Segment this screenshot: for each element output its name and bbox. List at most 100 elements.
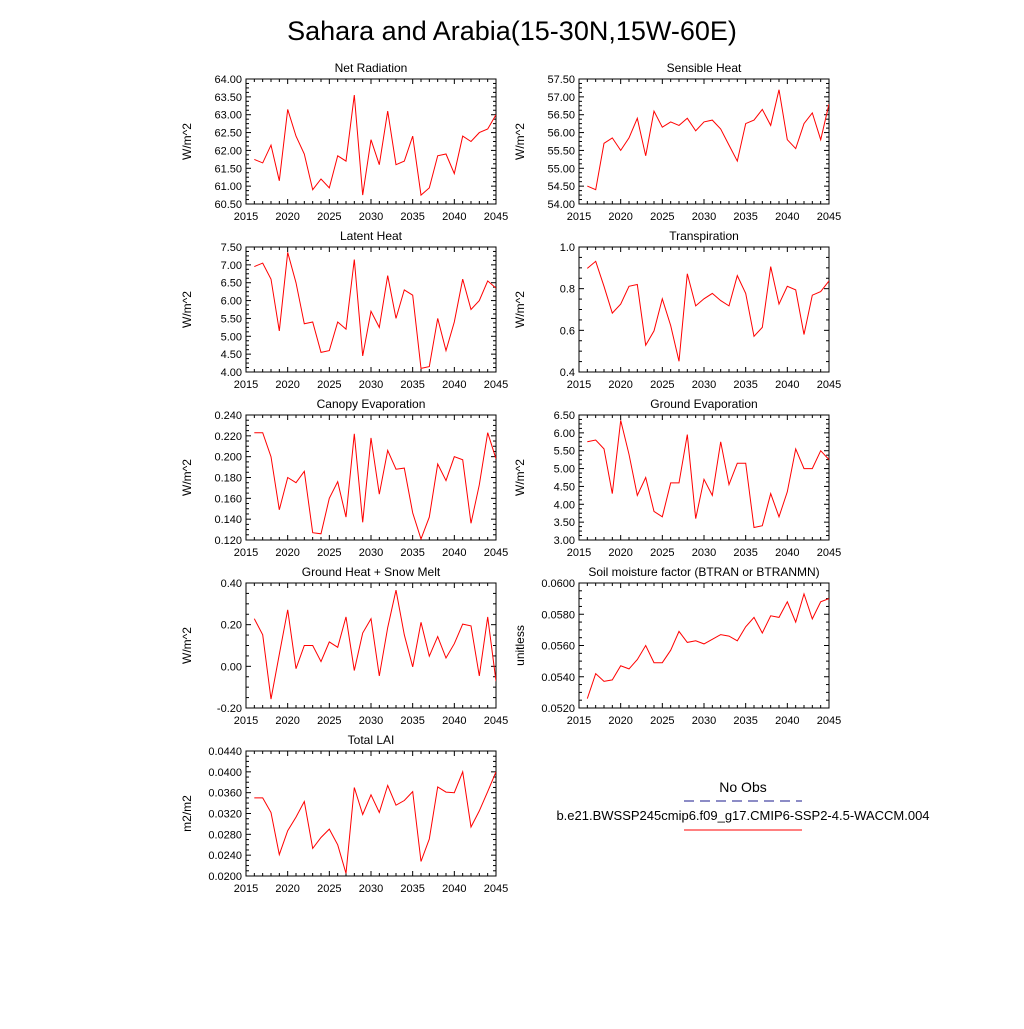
panel-title: Soil moisture factor (BTRAN or BTRANMN) xyxy=(588,565,819,579)
y-tick-label: 0.0520 xyxy=(541,703,575,715)
x-tick-label: 2040 xyxy=(775,547,799,559)
x-tick-label: 2025 xyxy=(650,547,674,559)
x-tick-label: 2040 xyxy=(442,547,466,559)
x-tick-label: 2040 xyxy=(775,715,799,727)
y-tick-label: 60.50 xyxy=(214,199,242,211)
series-line xyxy=(253,589,496,700)
y-tick-label: 4.50 xyxy=(221,349,242,361)
y-tick-label: 5.00 xyxy=(221,331,242,343)
y-tick-label: 6.50 xyxy=(554,410,575,422)
x-tick-label: 2040 xyxy=(442,715,466,727)
x-tick-label: 2015 xyxy=(567,379,591,391)
x-tick-label: 2015 xyxy=(567,211,591,223)
y-tick-label: 55.50 xyxy=(547,145,575,157)
y-tick-label: 0.120 xyxy=(214,535,242,547)
series-line xyxy=(587,89,829,191)
y-tick-label: 61.00 xyxy=(214,181,242,193)
y-tick-label: 0.220 xyxy=(214,431,242,443)
series-line xyxy=(254,95,496,197)
y-tick-label: 5.50 xyxy=(221,313,242,325)
plot-frame xyxy=(578,414,830,541)
series-line xyxy=(254,252,496,370)
plot-frame xyxy=(245,414,497,541)
plot-frame xyxy=(578,246,830,373)
y-tick-label: 0.0400 xyxy=(208,767,242,779)
x-tick-label: 2030 xyxy=(359,715,383,727)
y-tick-label: 0.0360 xyxy=(208,788,242,800)
x-tick-label: 2040 xyxy=(442,211,466,223)
plot-frame xyxy=(245,582,497,709)
panel-title: Net Radiation xyxy=(335,61,408,75)
x-tick-label: 2035 xyxy=(733,547,757,559)
y-tick-label: 63.00 xyxy=(214,110,242,122)
x-tick-label: 2020 xyxy=(275,883,299,895)
x-tick-label: 2020 xyxy=(275,379,299,391)
y-tick-label: 54.50 xyxy=(547,181,575,193)
x-tick-label: 2045 xyxy=(817,211,841,223)
panel-8: Soil moisture factor (BTRAN or BTRANMN) u… xyxy=(513,565,841,727)
y-tick-label: 56.00 xyxy=(547,128,575,140)
x-tick-label: 2040 xyxy=(775,211,799,223)
series-line xyxy=(254,432,496,540)
figure-title: Sahara and Arabia(15-30N,15W-60E) xyxy=(287,16,737,46)
y-tick-label: 7.00 xyxy=(221,260,242,272)
y-tick-label: 4.00 xyxy=(221,367,242,379)
series-line xyxy=(586,260,829,362)
y-tick-label: 62.00 xyxy=(214,145,242,157)
y-tick-label: 54.00 xyxy=(547,199,575,211)
x-tick-label: 2045 xyxy=(484,715,508,727)
panel-title: Canopy Evaporation xyxy=(317,397,426,411)
panel-title: Sensible Heat xyxy=(667,61,742,75)
x-tick-label: 2025 xyxy=(650,715,674,727)
series-line xyxy=(587,420,829,529)
x-tick-label: 2045 xyxy=(484,547,508,559)
x-tick-label: 2025 xyxy=(317,379,341,391)
y-tick-label: 57.50 xyxy=(547,74,575,86)
y-tick-label: 57.00 xyxy=(547,92,575,104)
y-axis-label: W/m^2 xyxy=(513,123,527,160)
x-tick-label: 2015 xyxy=(234,379,258,391)
x-tick-label: 2045 xyxy=(817,379,841,391)
y-tick-label: 5.50 xyxy=(554,446,575,458)
y-axis-label: W/m^2 xyxy=(180,123,194,160)
y-tick-label: 0.0240 xyxy=(208,850,242,862)
x-tick-label: 2020 xyxy=(608,715,632,727)
y-tick-label: 0.240 xyxy=(214,410,242,422)
x-tick-label: 2035 xyxy=(400,547,424,559)
x-tick-label: 2015 xyxy=(567,547,591,559)
y-tick-label: 3.00 xyxy=(554,535,575,547)
y-tick-label: 0.0280 xyxy=(208,829,242,841)
y-tick-label: 0.0560 xyxy=(541,641,575,653)
y-tick-label: 0.0600 xyxy=(541,578,575,590)
panel-4: Transpiration W/m^2 2015 2020 2025 2030 2035 20… xyxy=(513,229,841,391)
x-tick-label: 2030 xyxy=(692,211,716,223)
plot-frame xyxy=(578,582,830,709)
y-tick-label: 0.0200 xyxy=(208,871,242,883)
y-tick-label: 7.50 xyxy=(221,242,242,254)
y-axis-label: W/m^2 xyxy=(180,627,194,664)
y-tick-label: 64.00 xyxy=(214,74,242,86)
x-tick-label: 2030 xyxy=(359,211,383,223)
x-tick-label: 2025 xyxy=(317,547,341,559)
y-tick-label: -0.20 xyxy=(217,703,242,715)
panel-title: Total LAI xyxy=(348,733,395,747)
x-tick-label: 2020 xyxy=(275,547,299,559)
plot-frame xyxy=(578,78,830,205)
series-line xyxy=(586,592,829,699)
x-tick-label: 2025 xyxy=(317,883,341,895)
panel-title: Latent Heat xyxy=(340,229,403,243)
x-tick-label: 2030 xyxy=(692,379,716,391)
panel-7: Ground Heat + Snow Melt W/m^2 2015 2020 2025… xyxy=(180,565,508,727)
panel-3: Latent Heat W/m^2 2015 2020 2025 2030 2035 2040… xyxy=(180,229,508,391)
x-tick-label: 2045 xyxy=(484,883,508,895)
y-tick-label: 0.0580 xyxy=(541,609,575,621)
y-tick-label: 0.20 xyxy=(221,620,242,632)
y-tick-label: 0.8 xyxy=(560,284,575,296)
x-tick-label: 2020 xyxy=(608,211,632,223)
panel-5: Canopy Evaporation W/m^2 2015 2020 2025 2030 2… xyxy=(180,397,508,559)
x-tick-label: 2040 xyxy=(775,379,799,391)
y-axis-label: W/m^2 xyxy=(513,459,527,496)
y-tick-label: 0.4 xyxy=(560,367,575,379)
